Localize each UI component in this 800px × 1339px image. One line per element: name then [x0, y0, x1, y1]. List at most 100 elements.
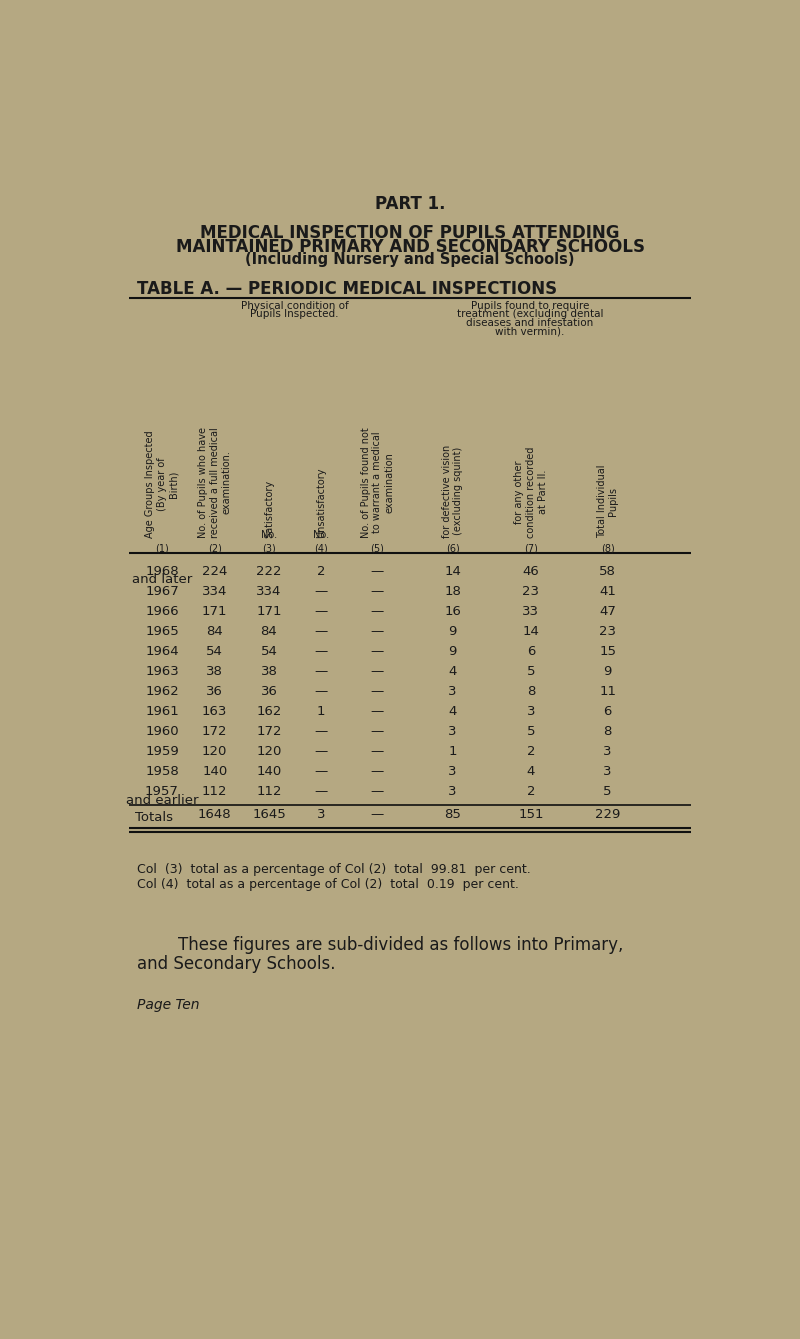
Text: (6): (6)	[446, 544, 459, 553]
Text: 151: 151	[518, 807, 544, 821]
Text: —: —	[371, 785, 384, 798]
Text: 85: 85	[444, 807, 461, 821]
Text: 1960: 1960	[145, 724, 179, 738]
Text: 1964: 1964	[145, 644, 179, 657]
Text: 58: 58	[599, 565, 616, 577]
Text: TABLE A. — PERIODIC MEDICAL INSPECTIONS: TABLE A. — PERIODIC MEDICAL INSPECTIONS	[138, 280, 558, 299]
Text: 1962: 1962	[145, 684, 179, 698]
Text: 8: 8	[526, 684, 535, 698]
Text: 140: 140	[256, 765, 282, 778]
Text: —: —	[371, 625, 384, 637]
Text: 1968: 1968	[145, 565, 179, 578]
Text: 1965: 1965	[145, 625, 179, 637]
Text: 2: 2	[526, 785, 535, 798]
Text: 1645: 1645	[252, 807, 286, 821]
Text: and earlier: and earlier	[126, 794, 198, 806]
Text: 84: 84	[261, 625, 278, 637]
Text: —: —	[314, 684, 327, 698]
Text: These figures are sub-divided as follows into Primary,: These figures are sub-divided as follows…	[178, 936, 623, 955]
Text: —: —	[314, 664, 327, 678]
Text: 14: 14	[522, 625, 539, 637]
Text: 6: 6	[526, 644, 535, 657]
Text: PART 1.: PART 1.	[374, 195, 446, 213]
Text: 16: 16	[444, 605, 461, 617]
Text: 36: 36	[206, 684, 223, 698]
Text: 222: 222	[256, 565, 282, 577]
Text: Pupils found to require: Pupils found to require	[471, 301, 590, 311]
Text: —: —	[314, 765, 327, 778]
Text: —: —	[371, 807, 384, 821]
Text: 9: 9	[449, 625, 457, 637]
Text: 3: 3	[448, 765, 457, 778]
Text: —: —	[371, 744, 384, 758]
Text: (2): (2)	[208, 544, 222, 553]
Text: 1957: 1957	[145, 785, 179, 798]
Text: Page Ten: Page Ten	[138, 998, 200, 1012]
Text: —: —	[371, 664, 384, 678]
Text: —: —	[371, 704, 384, 718]
Text: 140: 140	[202, 765, 227, 778]
Text: (7): (7)	[524, 544, 538, 553]
Text: 23: 23	[522, 585, 539, 597]
Text: 54: 54	[206, 644, 223, 657]
Text: for defective vision
(excluding squint): for defective vision (excluding squint)	[442, 445, 463, 538]
Text: 11: 11	[599, 684, 616, 698]
Text: 5: 5	[526, 664, 535, 678]
Text: (4): (4)	[314, 544, 328, 553]
Text: 1961: 1961	[145, 704, 179, 718]
Text: Age Groups Inspected
(By year of
Birth): Age Groups Inspected (By year of Birth)	[146, 430, 178, 538]
Text: Unsatisfactory: Unsatisfactory	[316, 467, 326, 538]
Text: (1): (1)	[155, 544, 169, 553]
Text: 4: 4	[449, 664, 457, 678]
Text: —: —	[314, 785, 327, 798]
Text: 4: 4	[526, 765, 535, 778]
Text: 3: 3	[448, 684, 457, 698]
Text: MAINTAINED PRIMARY AND SECONDARY SCHOOLS: MAINTAINED PRIMARY AND SECONDARY SCHOOLS	[175, 238, 645, 256]
Text: 172: 172	[202, 724, 227, 738]
Text: 38: 38	[206, 664, 223, 678]
Text: 4: 4	[449, 704, 457, 718]
Text: 41: 41	[599, 585, 616, 597]
Text: Physical condition of: Physical condition of	[241, 301, 349, 311]
Text: 15: 15	[599, 644, 616, 657]
Text: and Secondary Schools.: and Secondary Schools.	[138, 955, 336, 972]
Text: 1648: 1648	[198, 807, 231, 821]
Text: 1: 1	[448, 744, 457, 758]
Text: 1: 1	[317, 704, 325, 718]
Text: 3: 3	[603, 765, 612, 778]
Text: (8): (8)	[601, 544, 614, 553]
Text: 172: 172	[256, 724, 282, 738]
Text: 1963: 1963	[145, 664, 179, 678]
Text: —: —	[314, 744, 327, 758]
Text: 3: 3	[317, 807, 325, 821]
Text: 46: 46	[522, 565, 539, 577]
Text: No.: No.	[313, 530, 329, 540]
Text: 162: 162	[256, 704, 282, 718]
Text: 3: 3	[448, 785, 457, 798]
Text: diseases and infestation: diseases and infestation	[466, 317, 594, 328]
Text: 112: 112	[202, 785, 227, 798]
Text: 2: 2	[317, 565, 325, 577]
Text: 1967: 1967	[145, 585, 179, 597]
Text: 3: 3	[448, 724, 457, 738]
Text: 9: 9	[449, 644, 457, 657]
Text: Pupils Inspected.: Pupils Inspected.	[250, 309, 338, 319]
Text: 171: 171	[256, 605, 282, 617]
Text: Totals: Totals	[135, 811, 173, 825]
Text: 2: 2	[526, 744, 535, 758]
Text: 334: 334	[256, 585, 282, 597]
Text: 47: 47	[599, 605, 616, 617]
Text: 9: 9	[603, 664, 612, 678]
Text: —: —	[371, 644, 384, 657]
Text: 3: 3	[603, 744, 612, 758]
Text: —: —	[314, 585, 327, 597]
Text: 229: 229	[595, 807, 620, 821]
Text: 120: 120	[256, 744, 282, 758]
Text: 18: 18	[444, 585, 461, 597]
Text: 1958: 1958	[145, 765, 179, 778]
Text: 112: 112	[256, 785, 282, 798]
Text: —: —	[371, 565, 384, 577]
Text: 33: 33	[522, 605, 539, 617]
Text: 14: 14	[444, 565, 461, 577]
Text: (Including Nursery and Special Schools): (Including Nursery and Special Schools)	[246, 252, 574, 268]
